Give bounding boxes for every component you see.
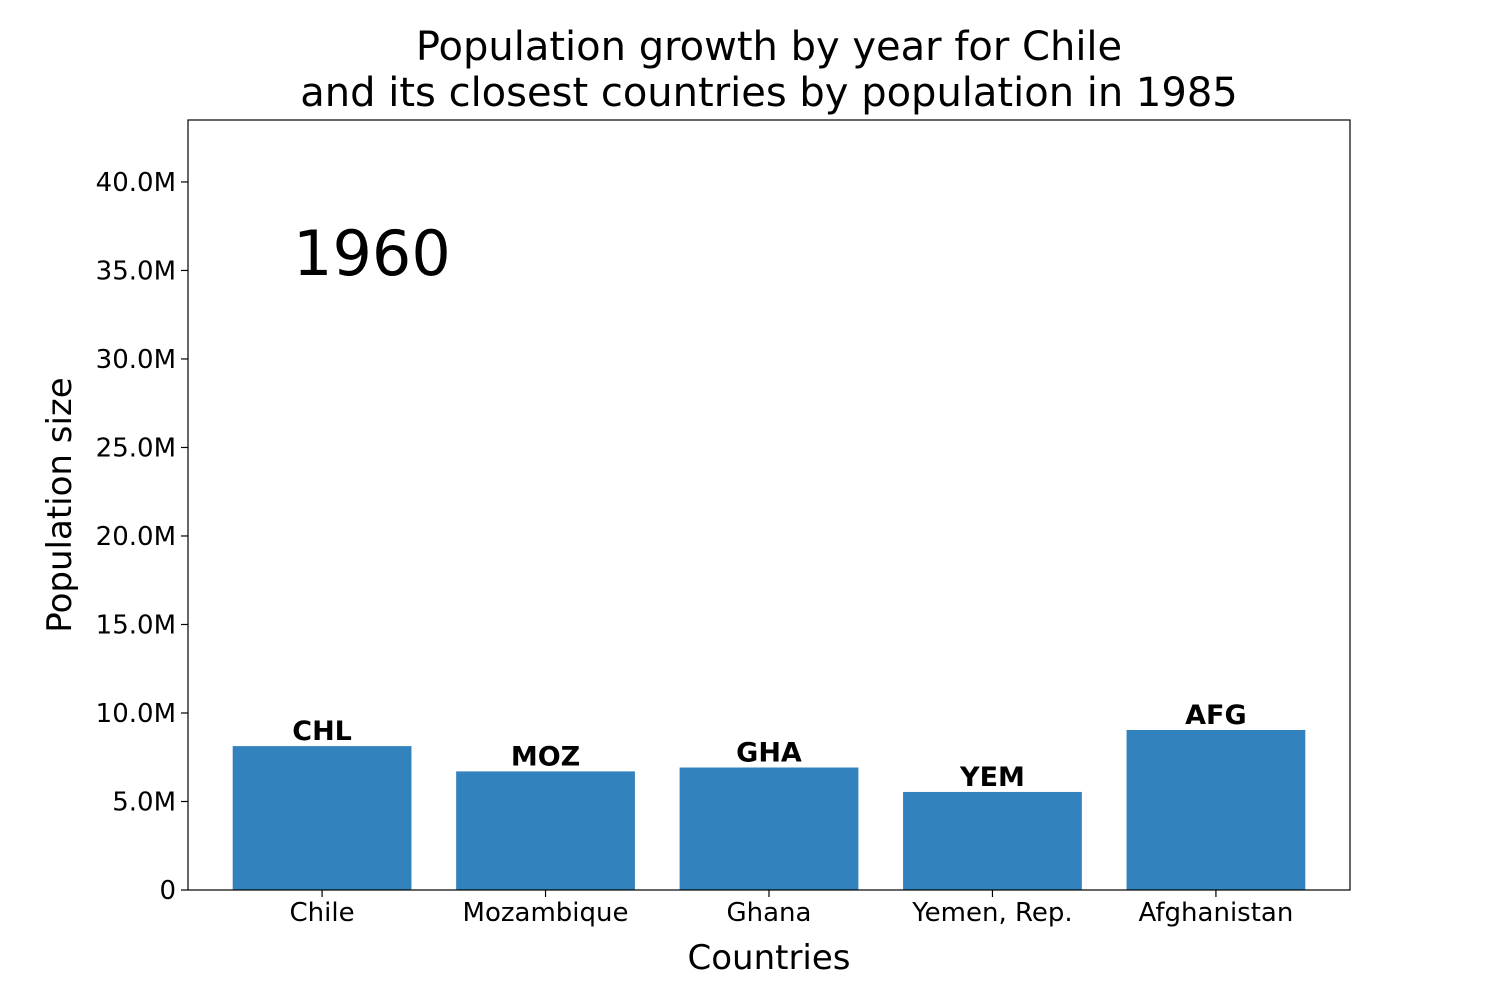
bar-gha xyxy=(679,767,859,890)
x-tick-label: Chile xyxy=(290,898,355,928)
bar-code-label-chl: CHL xyxy=(292,716,352,747)
y-tick-label: 40.0M xyxy=(96,168,176,198)
x-tick-label: Yemen, Rep. xyxy=(911,898,1072,928)
bars-layer: CHL MOZ GHA YEM AFG xyxy=(232,700,1306,890)
bar-code-label-gha: GHA xyxy=(736,738,802,769)
y-axis-label: Population size xyxy=(40,377,80,632)
y-tick-label: 10.0M xyxy=(96,699,176,729)
x-tick-label: Mozambique xyxy=(463,898,629,928)
bar-moz xyxy=(456,771,635,890)
chart-title-line-2: and its closest countries by population … xyxy=(300,70,1237,116)
y-tick-label: 35.0M xyxy=(96,256,176,286)
y-tick-label: 0 xyxy=(159,876,176,906)
bar-code-label-afg: AFG xyxy=(1185,700,1247,731)
bar-code-label-yem: YEM xyxy=(959,762,1025,793)
bar-code-label-moz: MOZ xyxy=(511,741,580,772)
bar-chl xyxy=(232,746,412,890)
y-tick-label: 25.0M xyxy=(96,433,176,463)
x-axis-ticks: Chile Mozambique Ghana Yemen, Rep. Afghanist… xyxy=(290,890,1294,928)
y-tick-label: 30.0M xyxy=(96,345,176,375)
x-tick-label: Ghana xyxy=(727,898,812,928)
y-axis-ticks: 0 5.0M 10.0M 15.0M 20.0M 25.0M 30.0M 35.0M 40.0M xyxy=(96,168,188,906)
y-tick-label: 15.0M xyxy=(96,610,176,640)
bar-afg xyxy=(1126,729,1306,890)
y-tick-label: 5.0M xyxy=(112,787,176,817)
plot-frame xyxy=(187,119,1351,891)
year-annotation: 1960 xyxy=(293,217,451,290)
x-axis-label: Countries xyxy=(687,938,850,978)
y-tick-label: 20.0M xyxy=(96,522,176,552)
bar-yem xyxy=(903,791,1082,890)
chart-title-line-1: Population growth by year for Chile xyxy=(416,24,1122,70)
x-tick-label: Afghanistan xyxy=(1139,898,1294,928)
